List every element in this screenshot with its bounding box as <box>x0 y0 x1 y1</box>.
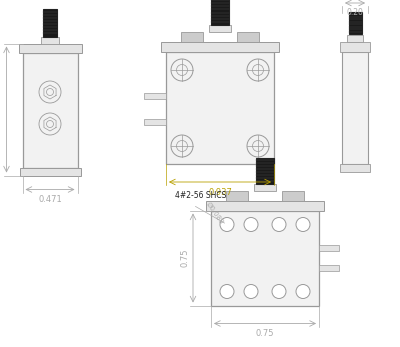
Bar <box>237 32 259 42</box>
Bar <box>206 201 324 211</box>
Circle shape <box>220 285 234 298</box>
Bar <box>211 0 229 25</box>
Bar <box>20 168 80 176</box>
Circle shape <box>296 218 310 231</box>
Bar <box>161 42 279 52</box>
Circle shape <box>39 81 61 103</box>
Bar <box>18 43 82 52</box>
Bar <box>41 36 59 43</box>
Bar <box>144 119 166 125</box>
Bar <box>144 93 166 99</box>
Bar <box>256 158 274 184</box>
Bar <box>211 211 319 305</box>
Bar <box>226 191 248 201</box>
Bar <box>319 245 339 251</box>
Circle shape <box>39 113 61 135</box>
Bar <box>22 52 78 168</box>
Circle shape <box>296 285 310 298</box>
Text: Ø0.089: Ø0.089 <box>205 201 225 225</box>
Bar <box>347 34 363 42</box>
Text: 0.75: 0.75 <box>256 330 274 339</box>
Text: 0.937: 0.937 <box>208 188 232 197</box>
Circle shape <box>220 218 234 231</box>
Bar <box>348 12 362 34</box>
Circle shape <box>171 59 193 81</box>
Bar <box>254 184 276 191</box>
Circle shape <box>171 135 193 157</box>
Bar <box>181 32 203 42</box>
Text: 0.75: 0.75 <box>180 249 189 267</box>
Bar <box>43 8 57 36</box>
Text: 4#2-56 SHCS: 4#2-56 SHCS <box>175 191 226 200</box>
Bar <box>342 52 368 164</box>
Circle shape <box>247 59 269 81</box>
Bar <box>282 191 304 201</box>
Text: 0.471: 0.471 <box>38 195 62 203</box>
Bar <box>166 52 274 164</box>
Bar <box>340 42 370 52</box>
Circle shape <box>244 218 258 231</box>
Bar <box>209 25 231 32</box>
Circle shape <box>272 218 286 231</box>
Circle shape <box>247 135 269 157</box>
Bar <box>340 164 370 172</box>
Bar <box>319 265 339 271</box>
Text: 0.20: 0.20 <box>346 8 364 17</box>
Circle shape <box>272 285 286 298</box>
Circle shape <box>244 285 258 298</box>
Text: 0.938: 0.938 <box>0 98 2 121</box>
